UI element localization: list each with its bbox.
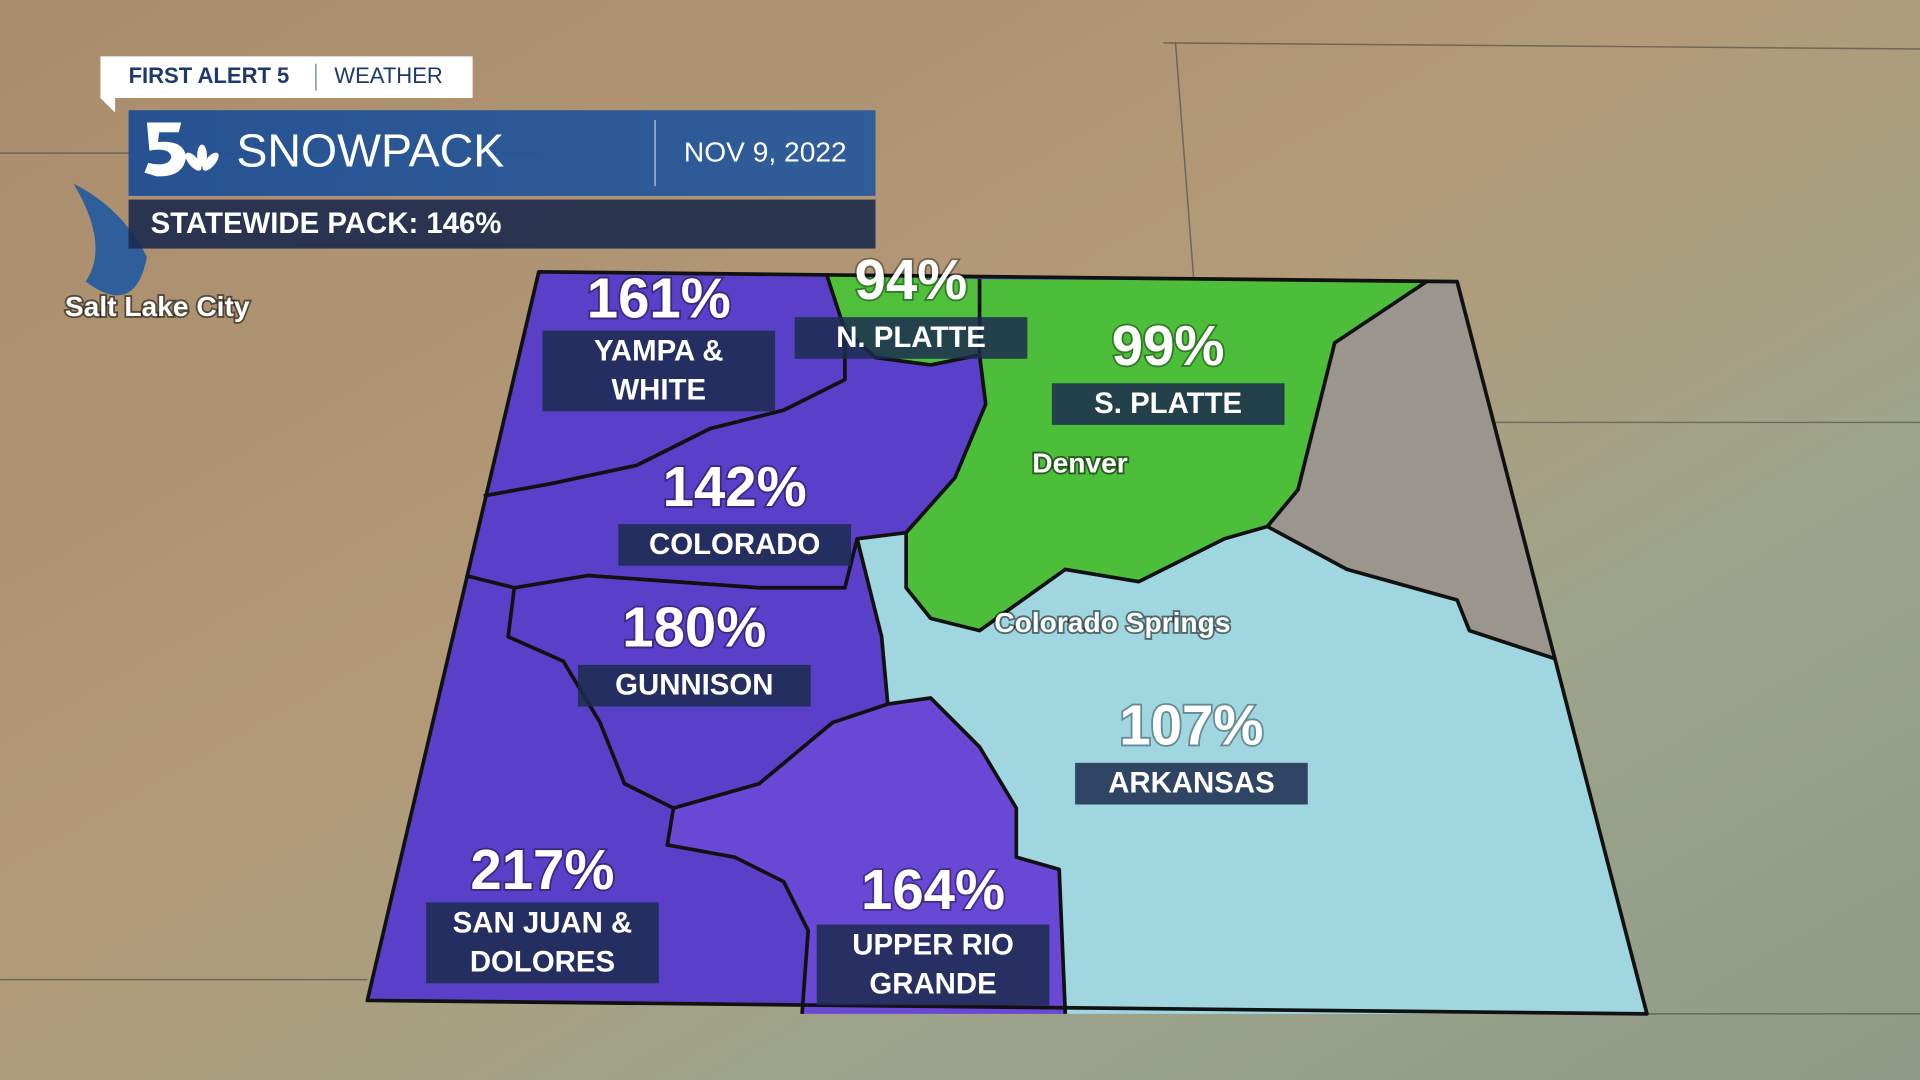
date: NOV 9, 2022 [684,137,847,168]
basin-name: COLORADO [649,528,820,561]
label-box [618,524,852,566]
s-platte-region [906,279,1427,631]
header-tab [100,56,473,113]
basin-name: ARKANSAS [1108,767,1274,800]
basin-name: DOLORES [470,945,615,978]
basin-percent: 99% [1112,314,1225,377]
basin-percent: 161% [587,266,731,329]
header: FIRST ALERT 5 WEATHER SNOWPACK NOV 9, 20… [100,56,876,249]
basin-name: SAN JUAN & [453,906,633,939]
title: SNOWPACK [236,125,504,177]
basin-name: UPPER RIO [852,928,1014,961]
label-box [816,924,1050,1006]
basin-name: S. PLATTE [1094,387,1242,420]
basin-name: GUNNISON [615,669,773,702]
basin-percent: 217% [470,838,614,901]
basin-labels: YAMPA & WHITE 161% N. PLATTE 94% S. PLATTE 99%… [426,246,1308,1006]
basin-percent: 180% [622,596,766,659]
basin-percent: 164% [861,858,1005,921]
basin-percent: 107% [1119,694,1263,757]
basin-name: YAMPA & [594,334,724,367]
title-bar [128,110,876,196]
basin-name: GRANDE [869,967,996,1000]
city-label: Colorado Springs [994,607,1230,638]
city-label: Denver [1032,448,1128,479]
statewide: STATEWIDE PACK: 146% [151,207,502,240]
peacock-logo [185,144,219,171]
label-box [1075,762,1308,805]
station-logo [144,122,187,177]
basin-percent: 94% [855,248,968,311]
great-salt-lake [73,183,147,296]
basin-name: WHITE [611,374,706,407]
basin-percent: 142% [663,455,807,518]
label-box [794,317,1028,359]
statewide-bar [128,199,876,249]
basin-name: N. PLATTE [836,321,986,354]
section: WEATHER [334,63,443,88]
city-label: Salt Lake City [65,291,250,322]
brand: FIRST ALERT 5 [129,63,290,88]
label-box [577,664,811,707]
label-box [542,330,776,412]
label-box [426,902,659,984]
label-box [1051,383,1285,425]
